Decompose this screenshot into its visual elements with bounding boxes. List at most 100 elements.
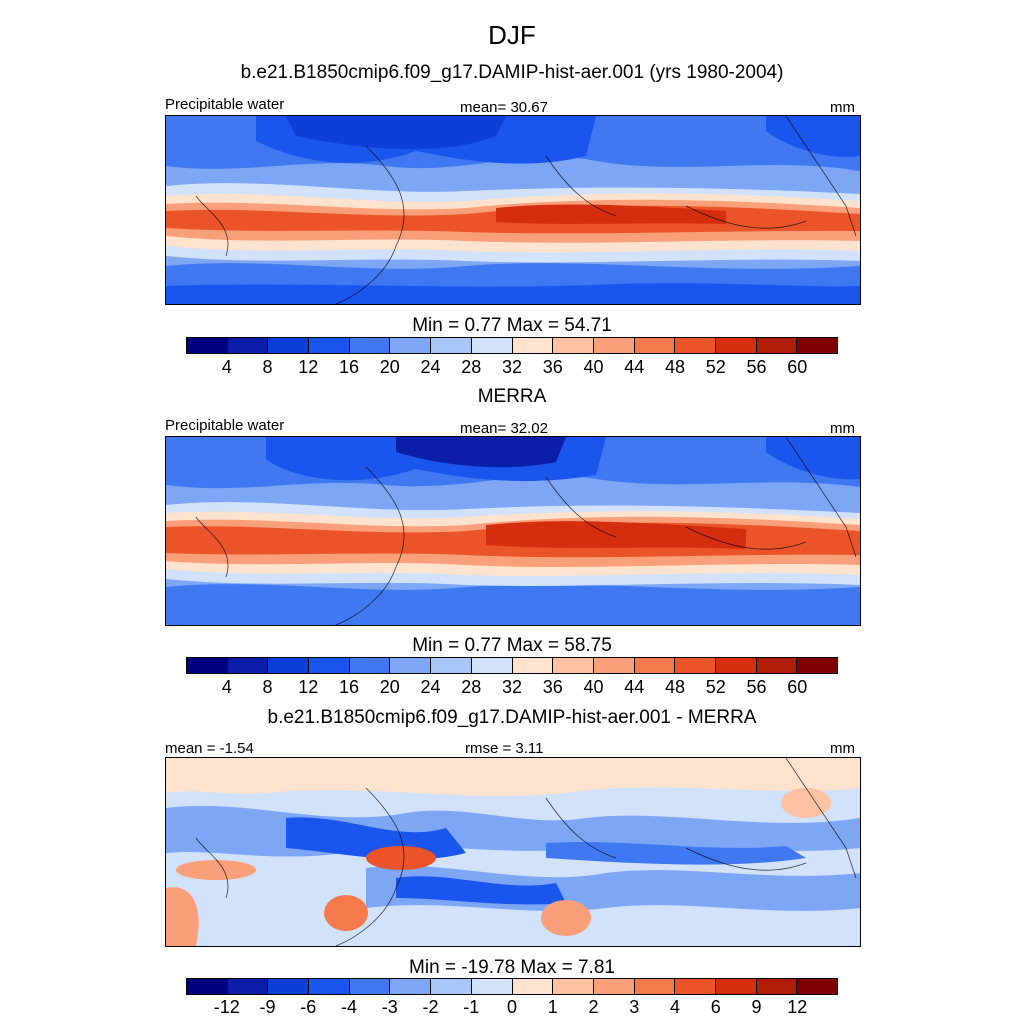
colorbar-swatch (634, 658, 676, 673)
colorbar-tick-label: 60 (787, 357, 808, 377)
colorbar-tick-label: 32 (501, 677, 523, 697)
colorbar-tick-label: 12 (298, 357, 319, 377)
colorbar-swatch (309, 979, 350, 994)
colorbar-tick-label: 12 (787, 997, 808, 1017)
colorbar-tick-label: -3 (381, 997, 398, 1017)
colorbar-tick-label: 6 (710, 997, 721, 1017)
colorbar-tick-label: 20 (379, 677, 400, 697)
panel-3-mean-label: mean = -1.54 (165, 740, 254, 757)
colorbar-swatch (349, 979, 391, 994)
colorbar-tick-label: -9 (259, 997, 276, 1017)
colorbar-swatch (756, 979, 798, 994)
colorbar-tick-label: 16 (338, 357, 360, 377)
colorbar-swatch (756, 338, 798, 353)
colorbar-swatch (797, 979, 837, 994)
colorbar-swatch (268, 979, 310, 994)
colorbar-swatch (390, 979, 432, 994)
panel-1-mean-label: mean= 30.67 (460, 99, 548, 116)
colorbar-swatch (390, 658, 432, 673)
panel-1-map (165, 115, 861, 305)
colorbar-swatch (797, 658, 837, 673)
colorbar-swatch (431, 338, 472, 353)
colorbar-tick-label: 28 (461, 677, 482, 697)
colorbar-tick-label: 36 (542, 357, 563, 377)
colorbar-tick-label: 3 (629, 997, 640, 1017)
colorbar-tick-label: -1 (463, 997, 480, 1017)
panel-1-minmax: Min = 0.77 Max = 54.71 (412, 315, 612, 336)
panel-2-left-label: Precipitable water (165, 417, 285, 434)
colorbar-swatch (634, 979, 676, 994)
colorbar-swatch (593, 658, 635, 673)
colorbar-swatch (715, 338, 757, 353)
colorbar-swatch (675, 979, 716, 994)
colorbar-swatch (756, 658, 798, 673)
colorbar-tick-label: 0 (506, 997, 518, 1017)
season-title: DJF (488, 20, 536, 50)
colorbar-swatch (675, 338, 716, 353)
colorbar-swatch (512, 658, 554, 673)
colorbar-tick-label: 8 (262, 677, 273, 697)
panel-3-colorbar (186, 978, 838, 995)
colorbar-swatch (675, 658, 716, 673)
colorbar-swatch (187, 979, 228, 994)
colorbar-swatch (309, 658, 350, 673)
colorbar-swatch (431, 658, 472, 673)
colorbar-swatch (309, 338, 350, 353)
colorbar-swatch (512, 338, 554, 353)
colorbar-tick-label: 12 (298, 677, 319, 697)
panel-2-colorbar (186, 657, 838, 674)
panel-3-units-label: mm (830, 740, 855, 757)
colorbar-swatch (634, 338, 676, 353)
colorbar-swatch (349, 338, 391, 353)
colorbar-swatch (715, 658, 757, 673)
colorbar-tick-label: 44 (624, 357, 645, 377)
colorbar-swatch (471, 338, 513, 353)
colorbar-tick-label: 36 (542, 677, 563, 697)
colorbar-tick-label: 4 (221, 357, 232, 377)
colorbar-tick-label: 56 (746, 677, 767, 697)
colorbar-swatch (471, 979, 513, 994)
colorbar-swatch (471, 658, 513, 673)
colorbar-tick-label: -4 (340, 997, 358, 1017)
colorbar-tick-label: 4 (221, 677, 232, 697)
panel-1-colorbar (186, 337, 838, 354)
colorbar-swatch (512, 979, 554, 994)
colorbar-tick-label: 24 (420, 357, 441, 377)
panel-2-colorbar-ticks: 4 8 12 16 20 24 28 32 36 40 44 48 52 56 60 (186, 677, 838, 699)
panel-3-title: b.e21.B1850cmip6.f09_g17.DAMIP-hist-aer.… (267, 707, 757, 728)
colorbar-swatch (553, 338, 594, 353)
colorbar-tick-label: 60 (787, 677, 808, 697)
colorbar-tick-label: 1 (547, 997, 558, 1017)
colorbar-swatch (593, 338, 635, 353)
colorbar-tick-label: 9 (751, 997, 762, 1017)
colorbar-tick-label: 52 (705, 357, 726, 377)
colorbar-tick-label: 16 (338, 677, 360, 697)
colorbar-swatch (715, 979, 757, 994)
panel-1-colorbar-ticks: 4 8 12 16 20 24 28 32 36 40 44 48 52 56 60 (186, 357, 838, 379)
colorbar-tick-label: -12 (213, 997, 240, 1017)
colorbar-swatch (187, 658, 228, 673)
panel-2-units-label: mm (830, 420, 855, 437)
colorbar-tick-label: 48 (664, 357, 686, 377)
colorbar-tick-label: -6 (300, 997, 317, 1017)
colorbar-swatch (349, 658, 391, 673)
colorbar-swatch (227, 658, 269, 673)
colorbar-tick-label: 28 (461, 357, 482, 377)
panel-1-units-label: mm (830, 99, 855, 116)
colorbar-tick-label: 48 (664, 677, 686, 697)
colorbar-tick-label: -2 (422, 997, 439, 1017)
colorbar-tick-label: 2 (588, 997, 599, 1017)
colorbar-swatch (797, 338, 837, 353)
colorbar-swatch (227, 979, 269, 994)
colorbar-swatch (431, 979, 472, 994)
colorbar-swatch (268, 658, 310, 673)
colorbar-tick-label: 44 (624, 677, 645, 697)
panel-3-map (165, 757, 861, 947)
colorbar-swatch (553, 979, 594, 994)
panel-1-left-label: Precipitable water (165, 96, 285, 113)
panel-2-mean-label: mean= 32.02 (460, 420, 548, 437)
panel-3-minmax: Min = -19.78 Max = 7.81 (409, 957, 615, 978)
colorbar-swatch (268, 338, 310, 353)
panel-1-title: b.e21.B1850cmip6.f09_g17.DAMIP-hist-aer.… (240, 62, 784, 83)
panel-2-title: MERRA (477, 386, 547, 407)
